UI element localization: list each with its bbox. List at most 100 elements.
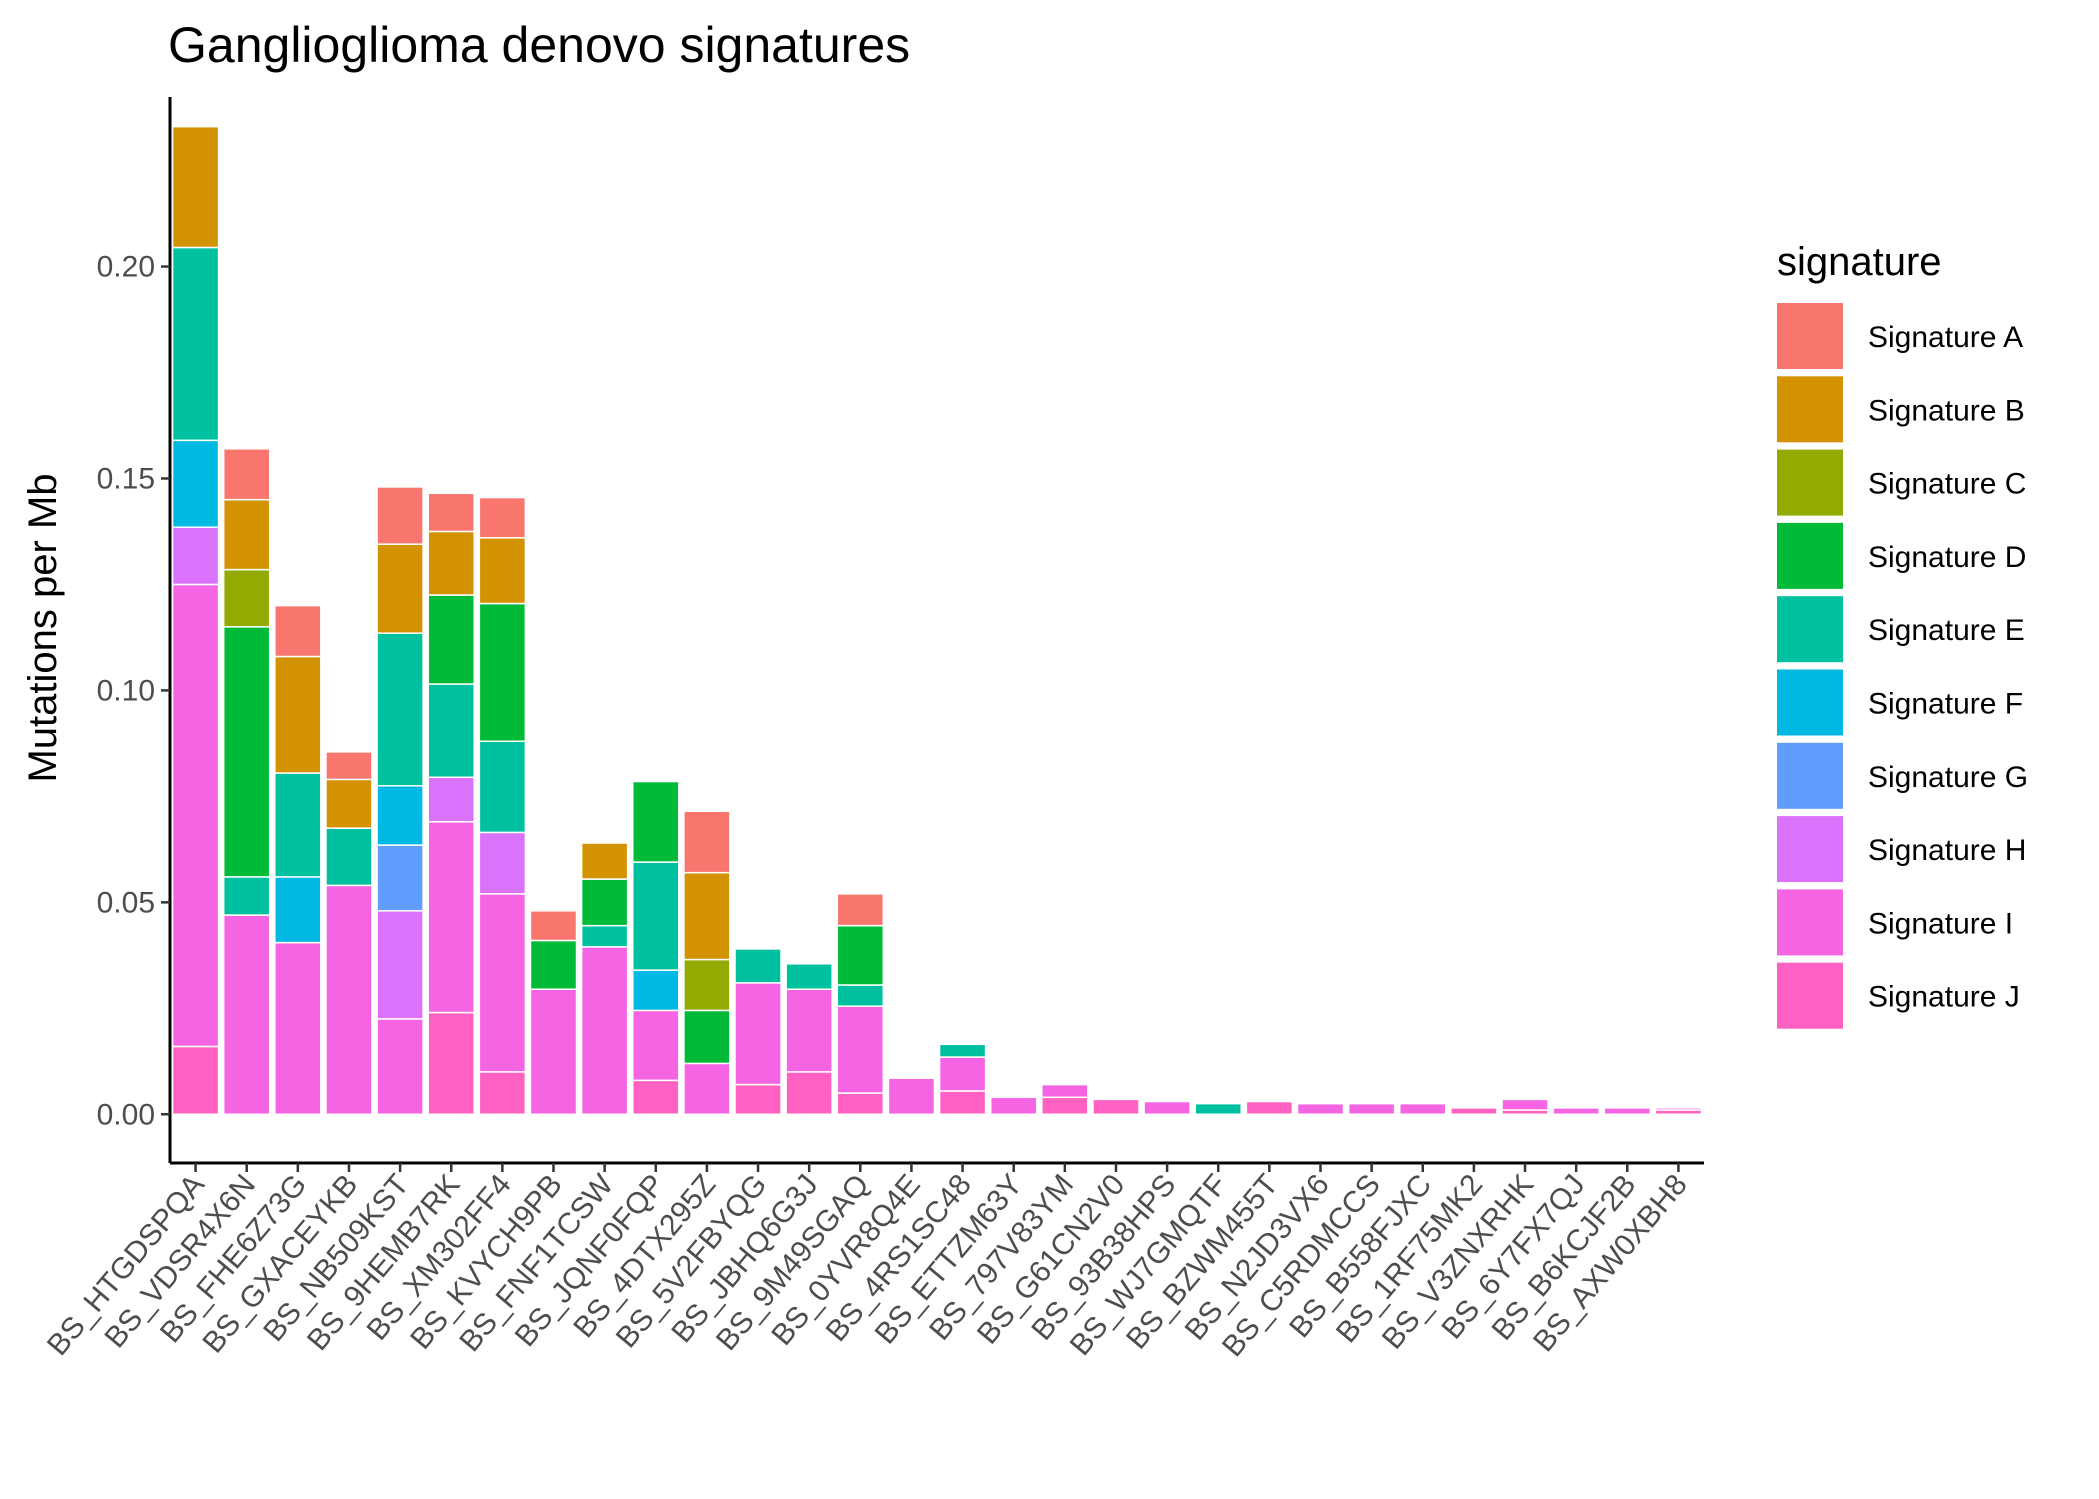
bar-segment [1450, 1107, 1498, 1116]
bar-segment [734, 982, 782, 1086]
bar-segment [376, 844, 424, 912]
bar-segment [222, 498, 271, 571]
bar-segment [171, 583, 220, 1048]
legend: signature Signature A Signature B Signatur… [1777, 240, 2028, 1029]
bar-segment [478, 893, 527, 1073]
bar-segment [274, 876, 322, 944]
bar-segment [580, 842, 629, 880]
bar-segment [683, 871, 731, 961]
bar-segment [427, 530, 475, 596]
axes-group: 0.000.050.100.150.20BS_HTGDSPQABS_VDSR4X… [41, 97, 1704, 1363]
bar-segment [1143, 1100, 1191, 1116]
bar-segment [376, 910, 424, 1020]
bar-segment [1347, 1102, 1396, 1116]
bar-segment [632, 1079, 680, 1116]
bar-segment [222, 448, 271, 501]
bar-segment [1041, 1096, 1089, 1116]
legend-label: Signature A [1868, 321, 2023, 354]
bar-segment [785, 1071, 833, 1116]
bar-segment [529, 939, 578, 990]
bar-segment [632, 1009, 680, 1082]
bar-segment [427, 492, 475, 533]
legend-label: Signature E [1868, 614, 2025, 647]
legend-label: Signature I [1868, 907, 2013, 940]
legend-swatch [1777, 303, 1843, 369]
bar-segment [1654, 1107, 1703, 1111]
bar-segment [1041, 1083, 1089, 1099]
bar-segment [274, 941, 322, 1116]
bar-segment [580, 878, 629, 927]
y-tick-label: 0.20 [97, 251, 155, 284]
legend-swatch [1777, 742, 1843, 809]
bar-segment [734, 1083, 782, 1116]
bar-segment [938, 1090, 987, 1116]
legend-swatch [1777, 449, 1843, 516]
bar-segment [1501, 1098, 1549, 1111]
bar-segment [632, 780, 680, 863]
bar-segment [1092, 1098, 1140, 1116]
legend-label: Signature D [1868, 541, 2026, 574]
bar-segment [683, 958, 731, 1012]
legend-swatch [1777, 669, 1843, 736]
legend-label: Signature F [1868, 688, 2023, 721]
bars-group [171, 125, 1703, 1116]
bar-segment [171, 1045, 220, 1116]
legend-label: Signature C [1868, 468, 2026, 501]
bar-segment [632, 861, 680, 971]
bar-segment [171, 125, 220, 249]
legend-swatch [1777, 962, 1843, 1029]
bar-segment [887, 1077, 936, 1116]
bar-segment [1245, 1100, 1294, 1116]
bar-segment [1296, 1102, 1345, 1116]
y-tick-label: 0.05 [97, 886, 155, 919]
bar-segment [836, 924, 885, 986]
bar-segment [1552, 1107, 1600, 1116]
bar-segment [785, 988, 833, 1073]
bar-segment [529, 988, 578, 1116]
bar-segment [427, 683, 475, 779]
bar-segment [376, 543, 424, 634]
bar-segment [325, 751, 373, 781]
bar-segment [1399, 1102, 1447, 1116]
bar-segment [1603, 1107, 1652, 1116]
bar-segment [222, 914, 271, 1116]
bar-segment [325, 778, 373, 829]
y-axis-title: Mutations per Mb [21, 473, 65, 782]
bar-segment [274, 772, 322, 878]
legend-label: Signature J [1868, 981, 2020, 1014]
bar-segment [171, 526, 220, 586]
bar-segment [427, 1011, 475, 1116]
bar-segment [734, 948, 782, 984]
bar-segment [632, 969, 680, 1012]
legend-swatch [1777, 376, 1843, 443]
bar-segment [171, 439, 220, 528]
legend-label: Signature G [1868, 761, 2028, 794]
bar-segment [836, 984, 885, 1007]
bar-segment [683, 1009, 731, 1065]
bar-segment [938, 1043, 987, 1058]
y-tick-label: 0.00 [97, 1098, 155, 1131]
bar-segment [478, 831, 527, 895]
bar-segment [580, 946, 629, 1116]
bar-segment [529, 910, 578, 942]
bar-segment [325, 884, 373, 1116]
legend-swatch [1777, 522, 1843, 589]
legend-swatch [1777, 889, 1843, 956]
bar-segment [836, 893, 885, 927]
bar-segment [580, 924, 629, 948]
bar-segment [376, 632, 424, 787]
bar-segment [836, 1005, 885, 1094]
legend-swatch [1777, 596, 1843, 663]
bar-segment [478, 740, 527, 834]
bar-segment [938, 1056, 987, 1092]
bar-segment [376, 486, 424, 545]
bar-segment [427, 776, 475, 823]
bar-segment [427, 594, 475, 685]
bar-segment [171, 246, 220, 442]
bar-segment [222, 626, 271, 878]
bar-segment [376, 1018, 424, 1116]
y-tick-label: 0.15 [97, 462, 155, 495]
bar-segment [836, 1092, 885, 1116]
bar-segment [222, 568, 271, 628]
